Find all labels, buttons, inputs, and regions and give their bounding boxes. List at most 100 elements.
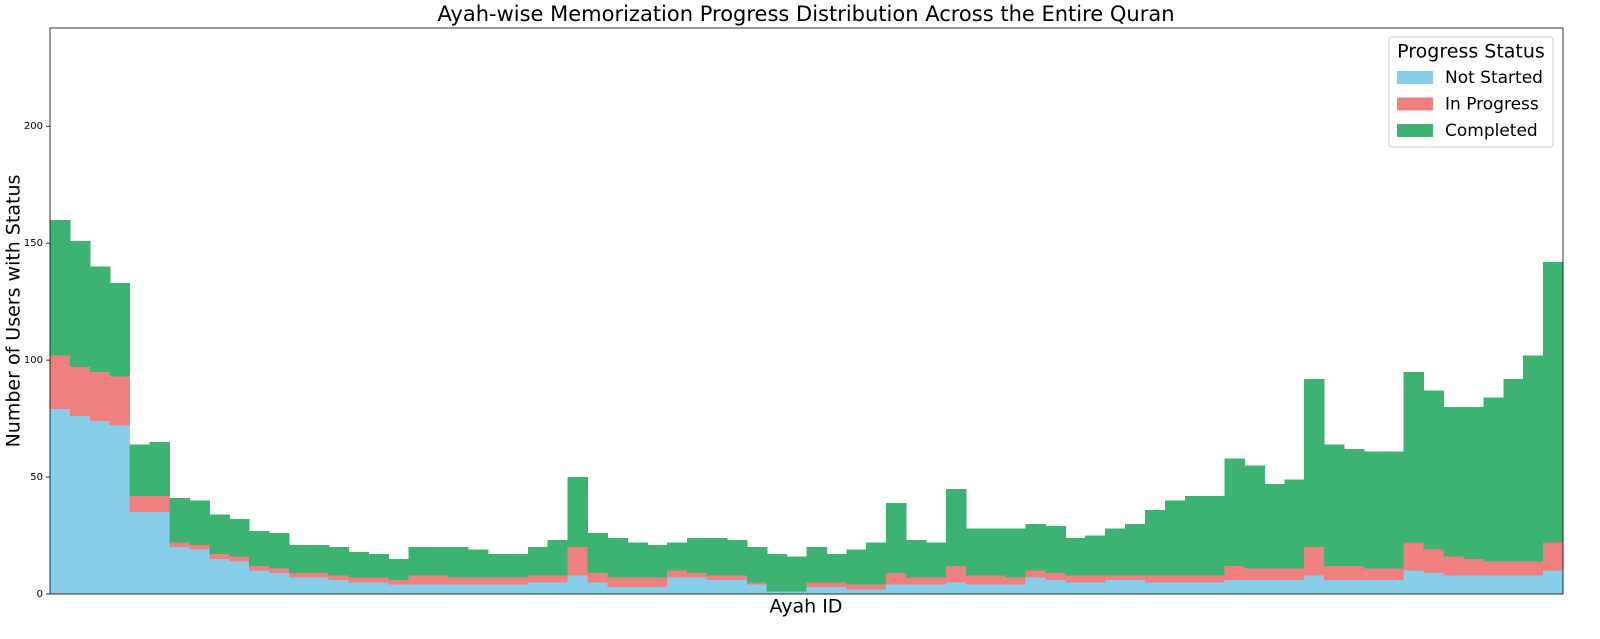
bar-segment	[209, 558, 230, 594]
bar-segment	[109, 425, 131, 594]
bar-segment	[229, 519, 250, 557]
bar-segment	[1443, 556, 1465, 576]
bar-segment	[1224, 579, 1246, 594]
bar-segment	[806, 547, 828, 583]
bar-segment	[1403, 371, 1425, 543]
bar-segment	[925, 577, 947, 585]
bar-segment	[408, 575, 429, 585]
bar-segment	[1503, 575, 1524, 594]
bar-segment	[328, 547, 350, 576]
bar-segment	[925, 584, 947, 594]
y-tick-label: 200	[24, 121, 43, 132]
bar-segment	[169, 547, 190, 594]
bar-segment	[1483, 561, 1504, 576]
bar-segment	[487, 577, 509, 585]
bar-segment	[1324, 565, 1345, 580]
bar-segment	[1403, 570, 1425, 594]
bar-segment	[1264, 579, 1285, 594]
bar-segment	[826, 554, 847, 583]
bar-segment	[149, 512, 171, 594]
bar-segment	[527, 547, 549, 576]
bar-segment	[1204, 582, 1226, 594]
bar-segment	[906, 577, 927, 585]
bar-segment	[1403, 542, 1425, 571]
bar-segment	[1304, 575, 1325, 594]
bar-segment	[109, 376, 131, 426]
y-axis-label: Number of Users with Status	[3, 175, 25, 448]
bar-segment	[50, 355, 71, 410]
bar-segment	[627, 577, 648, 587]
bar-segment	[826, 586, 847, 594]
bars	[50, 219, 1564, 594]
bar-segment	[487, 554, 509, 578]
bar-segment	[607, 577, 628, 587]
bar-segment	[1284, 479, 1305, 569]
bar-segment	[328, 575, 350, 580]
bar-segment	[985, 575, 1007, 585]
bar-segment	[667, 542, 688, 571]
bar-segment	[308, 572, 330, 578]
bar-segment	[129, 444, 151, 496]
bar-segment	[1144, 509, 1166, 576]
bar-segment	[368, 582, 390, 594]
bar-segment	[1045, 579, 1066, 594]
bar-segment	[1383, 579, 1405, 594]
bar-segment	[288, 577, 310, 594]
bar-segment	[1144, 575, 1166, 583]
bar-segment	[189, 500, 210, 545]
bar-segment	[487, 584, 509, 594]
bar-segment	[1423, 549, 1445, 573]
bar-segment	[846, 584, 867, 590]
bar-segment	[468, 577, 489, 585]
bar-segment	[1443, 575, 1465, 594]
legend-box	[1388, 36, 1554, 148]
bar-segment	[368, 577, 390, 583]
bar-segment	[846, 549, 867, 585]
bar-segment	[89, 420, 111, 594]
bar-segment	[229, 561, 250, 594]
bar-segment	[169, 542, 190, 548]
bar-segment	[607, 586, 628, 594]
bar-segment	[1125, 579, 1146, 594]
bar-segment	[209, 514, 230, 555]
bar-segment	[348, 582, 370, 594]
bar-segment	[906, 540, 927, 578]
bar-segment	[348, 577, 370, 583]
bar-segment	[50, 219, 71, 356]
bar-segment	[448, 547, 469, 578]
legend-swatch	[1397, 124, 1433, 137]
bar-segment	[647, 586, 668, 594]
bar-segment	[965, 575, 987, 585]
bar-segment	[746, 547, 768, 583]
bar-segment	[866, 542, 887, 585]
bar-segment	[1264, 484, 1285, 569]
bar-segment	[726, 579, 748, 594]
y-tick-label: 150	[24, 238, 43, 249]
bar-segment	[1025, 577, 1046, 594]
bar-segment	[1523, 575, 1544, 594]
bar-segment	[149, 441, 171, 496]
bar-segment	[1304, 547, 1325, 576]
bar-segment	[149, 495, 171, 513]
bar-segment	[1085, 582, 1106, 594]
bar-segment	[1085, 535, 1106, 576]
bar-segment	[1483, 575, 1504, 594]
x-axis-label: Ayah ID	[770, 596, 843, 618]
bar-segment	[69, 416, 91, 594]
bar-segment	[1543, 261, 1564, 543]
bar-segment	[1065, 537, 1086, 576]
bar-segment	[766, 591, 788, 594]
bar-segment	[1463, 575, 1484, 594]
y-tick-label: 100	[24, 355, 43, 366]
bar-segment	[1363, 451, 1385, 569]
bar-segment	[925, 542, 947, 578]
bar-segment	[1005, 584, 1027, 594]
bar-segment	[209, 554, 230, 559]
y-tick-label: 50	[30, 472, 43, 483]
bar-segment	[627, 586, 648, 594]
bar-segment	[1244, 579, 1265, 594]
legend: Progress Status Not Started In Progress Com…	[1388, 36, 1554, 148]
bar-segment	[965, 528, 987, 576]
bar-segment	[587, 533, 609, 573]
